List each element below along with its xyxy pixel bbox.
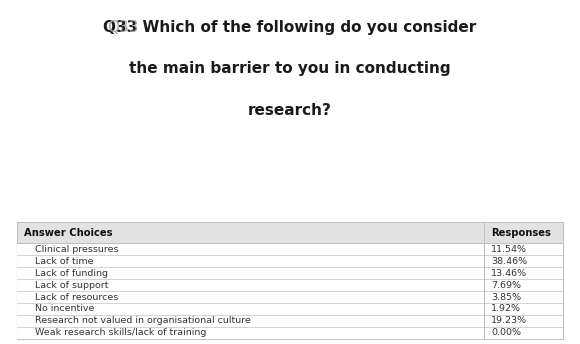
- Text: 1.92%: 1.92%: [491, 304, 521, 313]
- Bar: [17, 255, 563, 267]
- Text: Q33: Q33: [0, 332, 39, 344]
- Text: Weak research skills/lack of training: Weak research skills/lack of training: [35, 329, 206, 337]
- Text: Clinical pressures: Clinical pressures: [35, 245, 118, 254]
- Bar: [17, 279, 563, 291]
- Text: the main barrier to you in conducting: the main barrier to you in conducting: [129, 61, 451, 76]
- Bar: [17, 222, 563, 243]
- Text: 38.46%: 38.46%: [491, 257, 527, 266]
- Text: 19.23%: 19.23%: [491, 316, 527, 325]
- Text: 3.85%: 3.85%: [491, 292, 521, 301]
- Text: Responses: Responses: [491, 227, 551, 238]
- Bar: [17, 303, 563, 315]
- Bar: [17, 267, 563, 279]
- Text: 11.54%: 11.54%: [491, 245, 527, 254]
- Text: Answer Choices: Answer Choices: [24, 227, 113, 238]
- Bar: [17, 222, 563, 339]
- Bar: [17, 315, 563, 327]
- Text: Research not valued in organisational culture: Research not valued in organisational cu…: [35, 316, 251, 325]
- Text: Q33 Which of the following do you consider: Q33 Which of the following do you consid…: [103, 20, 477, 35]
- Text: Lack of support: Lack of support: [35, 281, 108, 290]
- Text: No incentive: No incentive: [35, 304, 94, 313]
- Text: 13.46%: 13.46%: [491, 269, 527, 278]
- Bar: [17, 327, 563, 339]
- Text: Lack of time: Lack of time: [35, 257, 93, 266]
- Text: 0.00%: 0.00%: [491, 329, 521, 337]
- Text: 7.69%: 7.69%: [491, 281, 521, 290]
- Text: Q33: Q33: [107, 20, 139, 35]
- Text: Lack of funding: Lack of funding: [35, 269, 108, 278]
- Text: Lack of resources: Lack of resources: [35, 292, 118, 301]
- Bar: [17, 243, 563, 255]
- Bar: [17, 291, 563, 303]
- Text: research?: research?: [248, 103, 332, 118]
